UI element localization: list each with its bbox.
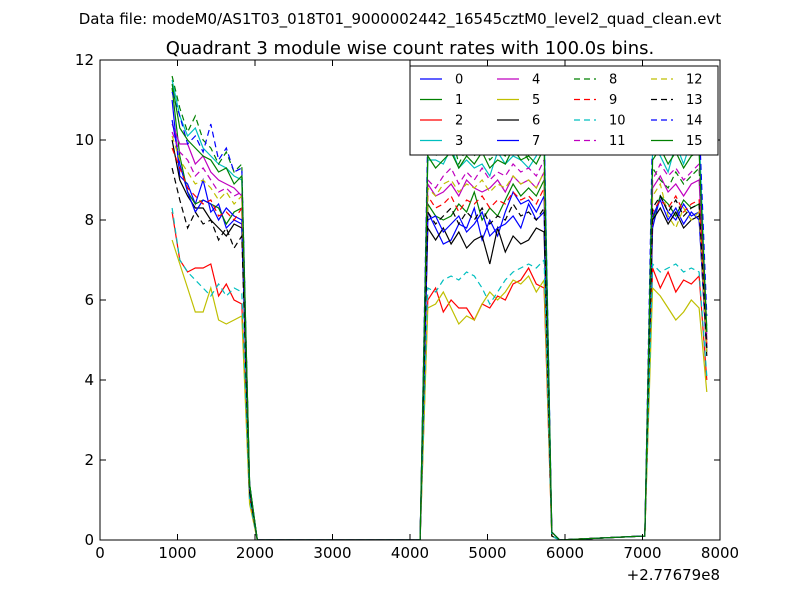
legend-label: 0 <box>455 73 463 88</box>
series-layer <box>171 75 708 540</box>
x-tick-label: 2000 <box>236 544 274 562</box>
series-line-12 <box>171 135 708 540</box>
series-line-2 <box>171 211 708 540</box>
x-tick-label: 5000 <box>468 544 506 562</box>
legend-label: 4 <box>532 73 540 88</box>
ticks-layer: 0 1000 2000 3000 4000 5000 6000 7000 80000246810… <box>75 51 739 562</box>
y-tick-label: 8 <box>84 211 94 229</box>
series-line-10 <box>171 207 708 540</box>
legend-label: 1 <box>455 93 463 108</box>
legend-label: 13 <box>686 93 703 108</box>
series-line-14 <box>171 91 708 540</box>
y-tick-label: 6 <box>84 291 94 309</box>
suptitle: Data file: modeM0/AS1T03_018T01_90000024… <box>79 10 722 29</box>
x-tick-label: 7000 <box>623 544 661 562</box>
y-tick-label: 0 <box>84 531 94 549</box>
x-tick-label: 8000 <box>701 544 739 562</box>
y-tick-label: 12 <box>75 51 94 69</box>
legend-label: 14 <box>686 114 703 129</box>
legend-label: 5 <box>532 93 540 108</box>
y-tick-label: 4 <box>84 371 94 389</box>
series-line-7 <box>171 119 708 540</box>
legend-label: 9 <box>609 93 617 108</box>
x-tick-label: 0 <box>95 544 105 562</box>
series-line-11 <box>171 131 708 540</box>
series-line-13 <box>171 167 708 540</box>
legend-label: 11 <box>609 134 626 149</box>
series-line-8 <box>171 75 708 540</box>
y-tick-label: 10 <box>75 131 94 149</box>
legend-label: 10 <box>609 114 626 129</box>
series-line-5 <box>171 239 708 540</box>
legend-label: 2 <box>455 114 463 129</box>
chart-title: Quadrant 3 module wise count rates with … <box>166 38 655 59</box>
series-line-15 <box>171 83 708 540</box>
series-line-9 <box>171 147 708 540</box>
series-line-4 <box>171 123 708 540</box>
legend-label: 7 <box>532 134 540 149</box>
series-line-1 <box>171 87 708 540</box>
y-tick-label: 2 <box>84 451 94 469</box>
legend-label: 6 <box>532 114 540 129</box>
legend-label: 3 <box>455 134 463 149</box>
series-line-0 <box>171 99 708 540</box>
x-tick-label: 4000 <box>391 544 429 562</box>
x-tick-label: 1000 <box>158 544 196 562</box>
legend-label: 15 <box>686 134 703 149</box>
x-tick-label: 3000 <box>313 544 351 562</box>
legend-label: 12 <box>686 73 703 88</box>
series-line-6 <box>171 139 708 540</box>
legend-label: 8 <box>609 73 617 88</box>
x-tick-label: 6000 <box>546 544 584 562</box>
x-offset-label: +2.77679e8 <box>627 566 720 584</box>
